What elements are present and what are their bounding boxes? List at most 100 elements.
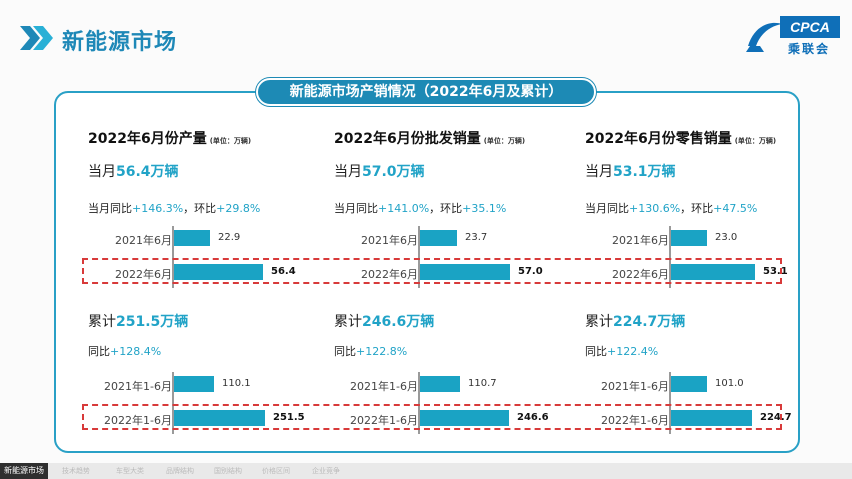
bar-label: 2021年1-6月 (104, 380, 172, 393)
bar-label: 2021年1-6月 (601, 380, 669, 393)
monthly-value: 57.0万辆 (362, 164, 425, 180)
monthly-value: 56.4万辆 (116, 164, 179, 180)
bar-value-label: 56.4 (271, 266, 296, 277)
yoy-value: +141.0% (378, 202, 430, 215)
bar-row: 2022年1-6月 224.7 (585, 410, 815, 430)
cumulative-value: 224.7万辆 (613, 314, 686, 330)
metric-column: 2022年6月份产量 (单位：万辆) 当月56.4万辆当月同比+146.3%，环比+… (88, 128, 318, 434)
bar-value-label: 110.1 (222, 378, 251, 389)
monthly-growth: 当月同比+130.6%，环比+47.5% (585, 200, 757, 216)
nav-item[interactable]: 企业竞争 (312, 467, 340, 475)
bar-row: 2022年1-6月 246.6 (334, 410, 564, 430)
bar (420, 230, 457, 246)
bar-row: 2021年6月 23.7 (334, 230, 564, 250)
bar-row: 2022年6月 57.0 (334, 264, 564, 284)
bar-value-label: 246.6 (517, 412, 549, 423)
column-title: 2022年6月份产量 (单位：万辆) (88, 128, 251, 148)
monthly-prefix: 当月 (88, 164, 116, 180)
cpca-logo: CPCA 乘联会 (744, 14, 840, 58)
bottom-nav: 新能源市场 技术趋势 车型大类 品牌结构 国别结构 价格区间 企业竞争 (0, 463, 852, 479)
metric-column: 2022年6月份批发销量 (单位：万辆) 当月57.0万辆当月同比+141.0%，环… (334, 128, 564, 434)
highlight-box-monthly (82, 258, 782, 284)
bar-row: 2022年6月 56.4 (88, 264, 318, 284)
bar-value-label: 110.7 (468, 378, 497, 389)
cumulative-growth: 同比+122.8% (334, 343, 407, 359)
logo-subtext: 乘联会 (788, 42, 831, 56)
cum-yoy-label: 同比 (585, 345, 607, 358)
column-title: 2022年6月份批发销量 (单位：万辆) (334, 128, 525, 148)
cumulative-prefix: 累计 (585, 314, 613, 330)
yoy-value: +146.3% (132, 202, 184, 215)
mom-value: +35.1% (462, 202, 507, 215)
unit-note: (单位：万辆) (734, 137, 777, 145)
mom-value: +47.5% (713, 202, 758, 215)
monthly-growth: 当月同比+141.0%，环比+35.1% (334, 200, 506, 216)
monthly-growth: 当月同比+146.3%，环比+29.8% (88, 200, 260, 216)
bar (420, 264, 510, 280)
bar-axis (172, 372, 174, 434)
cumulative-prefix: 累计 (334, 314, 362, 330)
bar (174, 410, 265, 426)
monthly-total: 当月56.4万辆 (88, 161, 179, 181)
column-title-text: 2022年6月份产量 (88, 131, 207, 147)
bar (671, 264, 755, 280)
cpca-logo-mark-icon (746, 22, 782, 52)
bar-axis (669, 372, 671, 434)
bar (420, 410, 509, 426)
bar-label: 2021年6月 (612, 234, 669, 247)
bar-value-label: 22.9 (218, 232, 241, 243)
bar-value-label: 23.0 (715, 232, 738, 243)
cum-yoy-value: +122.8% (356, 345, 408, 358)
bar-label: 2022年1-6月 (104, 414, 172, 427)
bar-axis (418, 226, 420, 288)
cumulative-value: 246.6万辆 (362, 314, 435, 330)
bar-value-label: 101.0 (715, 378, 744, 389)
bar-label: 2021年6月 (361, 234, 418, 247)
cumulative-value: 251.5万辆 (116, 314, 189, 330)
bar-label: 2022年1-6月 (601, 414, 669, 427)
monthly-prefix: 当月 (585, 164, 613, 180)
cumulative-growth: 同比+122.4% (585, 343, 658, 359)
bar-value-label: 251.5 (273, 412, 305, 423)
slide: 新能源市场 CPCA 乘联会 新能源市场产销情况（2022年6月及累计） 202… (20, 14, 840, 453)
nav-item[interactable]: 车型大类 (116, 467, 144, 475)
bar-axis (418, 372, 420, 434)
nav-item[interactable]: 价格区间 (262, 467, 290, 475)
cumulative-growth: 同比+128.4% (88, 343, 161, 359)
cumulative-total: 累计224.7万辆 (585, 311, 685, 331)
nav-item[interactable]: 品牌结构 (166, 467, 194, 475)
bar-row: 2021年6月 22.9 (88, 230, 318, 250)
highlight-box-cumulative (82, 404, 782, 430)
bar-axis (669, 226, 671, 288)
column-title-text: 2022年6月份零售销量 (585, 131, 732, 147)
column-title: 2022年6月份零售销量 (单位：万辆) (585, 128, 776, 148)
bar-row: 2021年6月 23.0 (585, 230, 815, 250)
nav-item[interactable]: 技术趋势 (62, 467, 90, 475)
bar (420, 376, 460, 392)
monthly-total: 当月57.0万辆 (334, 161, 425, 181)
cum-yoy-value: +122.4% (607, 345, 659, 358)
monthly-prefix: 当月 (334, 164, 362, 180)
mom-value: +29.8% (216, 202, 261, 215)
chevrons-icon (20, 26, 53, 50)
cumulative-prefix: 累计 (88, 314, 116, 330)
bar-label: 2022年6月 (361, 268, 418, 281)
page-title: 新能源市场 (62, 30, 178, 55)
cumulative-total: 累计246.6万辆 (334, 311, 434, 331)
nav-item[interactable]: 新能源市场 (0, 463, 48, 479)
cumulative-total: 累计251.5万辆 (88, 311, 188, 331)
bar-row: 2021年1-6月 101.0 (585, 376, 815, 396)
yoy-value: +130.6% (629, 202, 681, 215)
nav-item[interactable]: 国别结构 (214, 467, 242, 475)
cum-yoy-value: +128.4% (110, 345, 162, 358)
yoy-label: 当月同比 (88, 202, 132, 215)
mom-label: ，环比 (680, 202, 714, 215)
bar-row: 2021年1-6月 110.1 (88, 376, 318, 396)
monthly-value: 53.1万辆 (613, 164, 676, 180)
logo-text: CPCA (780, 16, 840, 38)
bar-label: 2021年6月 (115, 234, 172, 247)
bar-label: 2022年6月 (115, 268, 172, 281)
bar (671, 410, 752, 426)
bar (174, 230, 210, 246)
unit-note: (单位：万辆) (209, 137, 252, 145)
